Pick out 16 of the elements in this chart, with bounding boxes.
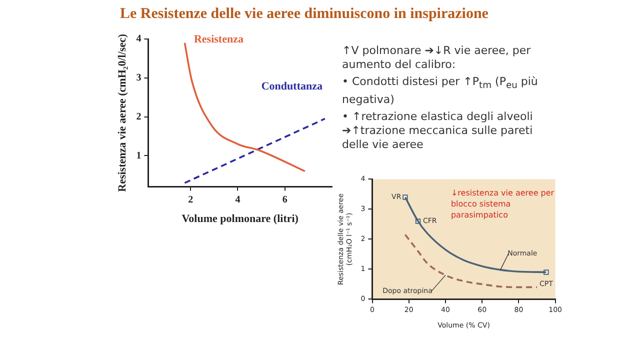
text: Conduttanza <box>261 80 323 93</box>
text: ↑V polmonare ➔↓R vie aeree, per aumento del calibro: <box>342 44 532 72</box>
x-axis-title: Volume polmonare (litri) <box>182 213 299 226</box>
y-tick-label: 1 <box>136 150 142 162</box>
y-tick-label: 3 <box>136 72 142 84</box>
y-tick-label: 2 <box>136 111 142 122</box>
annotation: ↓resistenza vie aeree per blocco sistema parasimpatico <box>450 188 555 220</box>
y-tick-label: 4 <box>136 34 142 45</box>
x-tick-label: 6 <box>282 194 288 206</box>
chart-title: Le Resistenze delle vie aeree diminuiscono in inspirazione <box>120 6 488 23</box>
text: • Condotti distesi per ↑P$_{tm}$ (P$_{eu}$ più negativa) <box>342 75 538 106</box>
x-tick-label: 2 <box>188 194 194 206</box>
x-tick-label: 4 <box>235 194 240 206</box>
y-axis-title: Resistenza vie aeree (cmH₂0/l/sec) <box>116 34 128 192</box>
series-label: Resistenza <box>194 34 244 46</box>
text: • ↑retrazione elastica degli alveoli ➔↑trazione meccanica sulle pareti delle vie aeree <box>342 110 534 152</box>
